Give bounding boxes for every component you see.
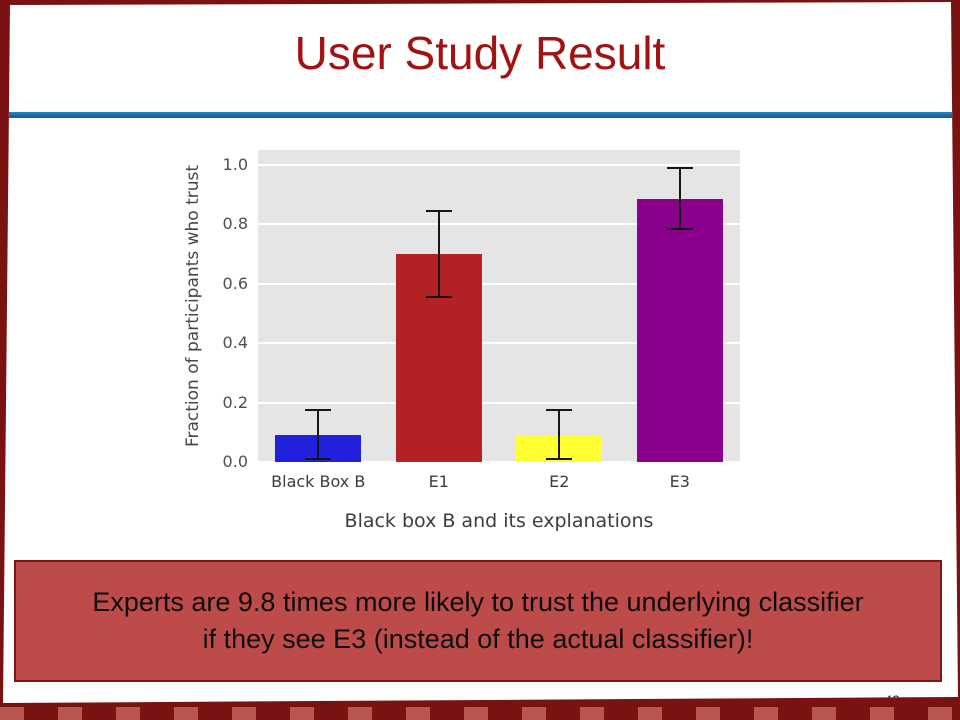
x-tick-label: E2: [549, 472, 570, 491]
error-bar-cap: [305, 458, 332, 461]
title-divider: [3, 112, 958, 118]
y-tick-label: 0.4: [222, 333, 248, 353]
error-bar-cap: [305, 409, 332, 411]
y-axis-label: Fraction of participants who trust: [183, 164, 203, 448]
gridline: [258, 163, 740, 166]
gridline: [258, 342, 740, 345]
gridline: [258, 282, 740, 285]
page-number: 49: [884, 692, 900, 708]
x-axis-ticks: Black Box B E1 E2 E3: [258, 472, 740, 491]
bottom-edge-band: [0, 707, 960, 720]
error-bar: [437, 210, 440, 298]
x-tick-label: E1: [428, 472, 449, 491]
gridline: [258, 401, 740, 404]
y-tick-label: 0.6: [222, 273, 248, 293]
error-bar-cap: [546, 458, 573, 461]
error-bar-cap: [666, 166, 693, 169]
y-tick-label: 1.0: [222, 154, 248, 174]
error-bar: [558, 410, 561, 460]
bar-chart: Fraction of participants who trust 0.0 0.…: [120, 126, 810, 558]
bar: [636, 199, 723, 462]
y-tick-label: 0.2: [222, 392, 248, 412]
error-bar-cap: [425, 209, 452, 212]
callout-box: Experts are 9.8 times more likely to tru…: [14, 560, 942, 682]
x-axis-label: Black box B and its explanations: [344, 510, 654, 532]
gridline: [258, 461, 740, 463]
error-bar: [678, 167, 681, 229]
y-tick-label: 0.8: [222, 214, 248, 234]
plot-area: [258, 150, 740, 463]
x-tick-label: Black Box B: [271, 472, 366, 491]
y-tick-label: 0.0: [222, 452, 248, 471]
gridline: [258, 223, 740, 226]
error-bar-cap: [666, 227, 693, 230]
callout-line1: Experts are 9.8 times more likely to tru…: [92, 587, 864, 617]
slide-title: User Study Result: [294, 27, 666, 79]
x-tick-label: E3: [669, 472, 690, 491]
error-bar-cap: [425, 296, 452, 299]
error-bar-cap: [546, 409, 573, 411]
callout-line2: if they see E3 (instead of the actual cl…: [202, 624, 754, 654]
error-bar: [317, 410, 320, 460]
